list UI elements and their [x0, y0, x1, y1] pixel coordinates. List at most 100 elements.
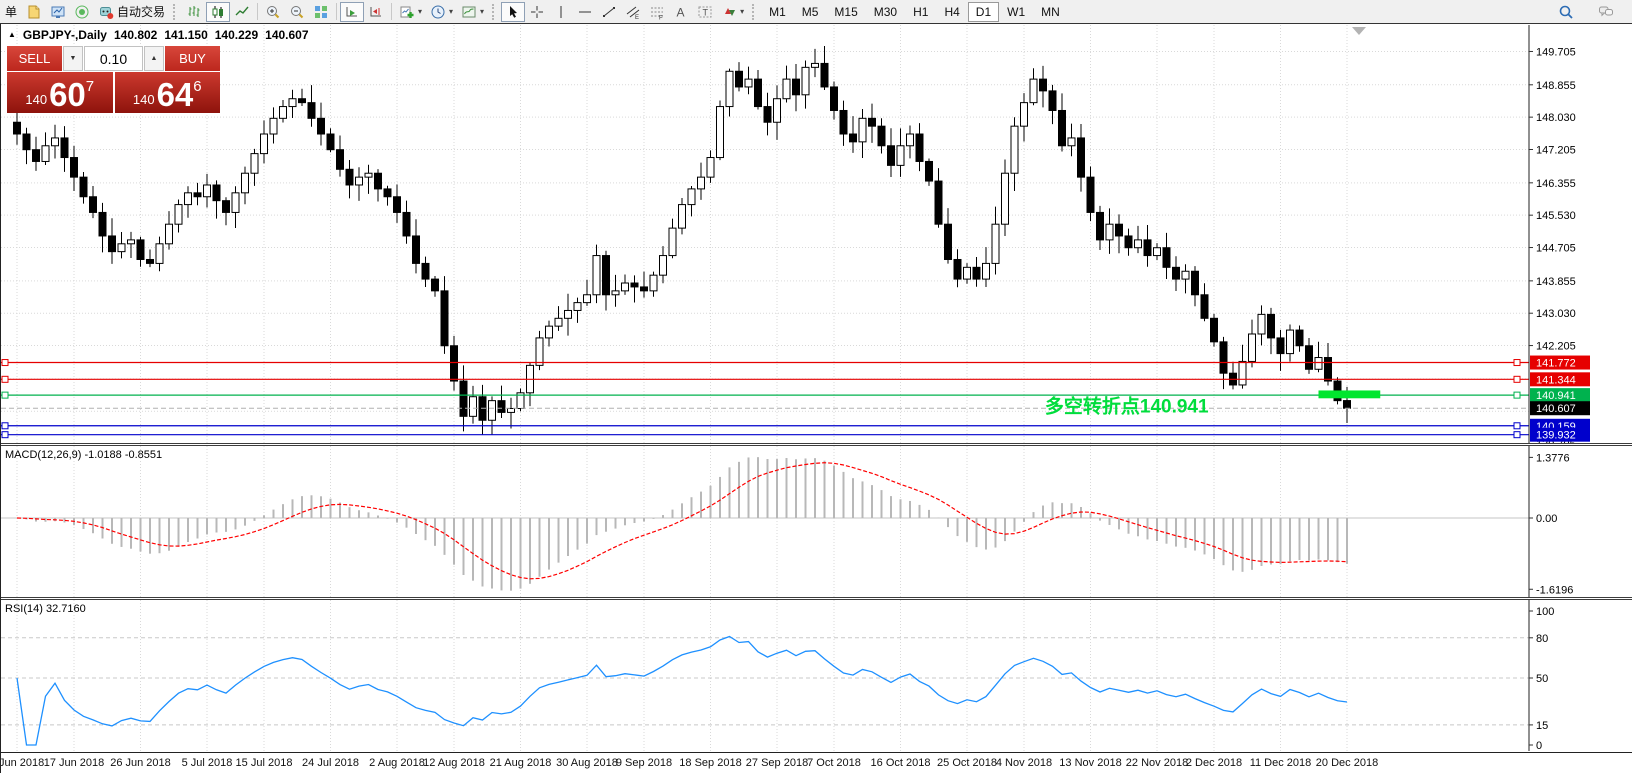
- buy-price-main: 64: [156, 76, 194, 113]
- volume-increase-button[interactable]: ▲: [144, 46, 164, 71]
- horizontal-line-141.772[interactable]: [1, 359, 1529, 367]
- rsi-axis-tick: 100: [1536, 606, 1554, 618]
- macd-chart-canvas[interactable]: 1.3776 0.00 -1.6196: [1, 446, 1632, 597]
- rsi-axis-tick: 0: [1536, 740, 1542, 751]
- crosshair-button[interactable]: [525, 2, 549, 22]
- trendline-button[interactable]: [597, 2, 621, 22]
- text-label-button[interactable]: T: [693, 2, 717, 22]
- cursor-icon: [505, 4, 521, 20]
- volume-input[interactable]: [84, 46, 143, 71]
- hline-button[interactable]: [573, 2, 597, 22]
- tf-d1-label: D1: [975, 4, 992, 19]
- date-axis-label: 27 Sep 2018: [745, 757, 809, 769]
- date-axis-label: 25 Oct 2018: [937, 757, 997, 769]
- green-highlight-bar[interactable]: [1318, 390, 1381, 399]
- rsi-label: RSI(14) 32.7160: [5, 603, 86, 615]
- dropdown-arrow-icon[interactable]: ▾: [418, 7, 423, 16]
- svg-text:F: F: [659, 15, 663, 20]
- charts-button[interactable]: [46, 2, 70, 22]
- zoom-in-icon: [265, 4, 281, 20]
- autotrading-button[interactable]: 自动交易: [94, 2, 169, 22]
- dropdown-arrow-icon[interactable]: ▾: [480, 7, 485, 16]
- horizontal-line-141.344[interactable]: [1, 375, 1529, 383]
- fibonacci-button[interactable]: F: [645, 2, 669, 22]
- zoom-out-button[interactable]: [285, 2, 309, 22]
- horizontal-line-140.941[interactable]: [1, 391, 1529, 399]
- collapse-trade-panel-icon[interactable]: ▲: [8, 29, 16, 39]
- tf-m5-label: M5: [801, 4, 819, 19]
- price-panel[interactable]: 多空转折点140.941 149.705 148.855 148.030 147.205…: [1, 25, 1632, 443]
- sell-button[interactable]: SELL: [7, 46, 62, 71]
- sell-price-main: 60: [49, 76, 86, 113]
- line-icon: [234, 4, 250, 20]
- orders-button[interactable]: 单: [0, 2, 22, 22]
- pivot-annotation[interactable]: 多空转折点140.941: [1045, 394, 1209, 417]
- search-icon: [1558, 4, 1574, 20]
- tf-mn[interactable]: MN: [1033, 2, 1068, 22]
- new-order-button[interactable]: [22, 2, 46, 22]
- rsi-line: [16, 635, 1348, 746]
- dropdown-arrow-icon[interactable]: ▾: [740, 7, 745, 16]
- signals-button[interactable]: [70, 2, 94, 22]
- horizontal-line-140.159[interactable]: [1, 422, 1529, 430]
- bars-icon: [186, 4, 202, 20]
- sell-price-big-figure: 140: [25, 92, 48, 107]
- buy-button[interactable]: BUY: [165, 46, 220, 71]
- price-axis-tick: 147.205: [1536, 144, 1576, 156]
- tile-windows-button[interactable]: [309, 2, 333, 22]
- rsi-panel[interactable]: 100 80 50 15 0 RSI(14) 32.7160: [1, 600, 1632, 751]
- date-axis-label: 17 Jun 2018: [43, 757, 105, 769]
- panel-splitter[interactable]: [1, 597, 1632, 600]
- date-axis-label: 12 Aug 2018: [423, 757, 485, 769]
- horizontal-line-139.932[interactable]: [1, 431, 1529, 439]
- volume-decrease-button[interactable]: ▼: [63, 46, 83, 71]
- line-chart-button[interactable]: [230, 2, 254, 22]
- tf-m15[interactable]: M15: [826, 2, 865, 22]
- signals-icon: [74, 4, 90, 20]
- price-axis-tick: 146.355: [1536, 178, 1576, 190]
- chart-shift-button[interactable]: [364, 2, 388, 22]
- equidistant-channel-button[interactable]: E: [621, 2, 645, 22]
- date-axis-label: 7 Jun 2018: [1, 757, 45, 769]
- periods-button[interactable]: ▾: [426, 2, 457, 22]
- candlestick-button[interactable]: [206, 1, 231, 22]
- tf-d1[interactable]: D1: [967, 1, 1000, 22]
- rsi-chart-canvas[interactable]: 100 80 50 15 0: [1, 600, 1632, 751]
- macd-label: MACD(12,26,9) -1.0188 -0.8551: [5, 449, 163, 461]
- panel-splitter[interactable]: [1, 443, 1632, 446]
- tf-m30-label: M30: [873, 4, 898, 19]
- indicators-button[interactable]: ▾: [395, 2, 426, 22]
- tf-m5[interactable]: M5: [794, 2, 827, 22]
- bar-chart-button[interactable]: [182, 2, 206, 22]
- zoom-in-button[interactable]: [261, 2, 285, 22]
- macd-panel[interactable]: 1.3776 0.00 -1.6196 MACD(12,26,9) -1.0188 …: [1, 446, 1632, 597]
- chart-window[interactable]: 多空转折点140.941 149.705 148.855 148.030 147.205…: [0, 24, 1632, 773]
- dropdown-arrow-icon[interactable]: ▾: [449, 7, 454, 16]
- date-axis-label: 5 Jul 2018: [181, 757, 233, 769]
- arrows-button[interactable]: ▾: [717, 2, 748, 22]
- date-axis-label: 2 Dec 2018: [1185, 757, 1243, 769]
- autotrading-icon: [98, 4, 114, 20]
- tf-m1[interactable]: M1: [761, 2, 794, 22]
- chart-shift-marker-icon[interactable]: [1352, 27, 1366, 35]
- sell-price[interactable]: 140 60 7: [7, 72, 113, 113]
- cursor-button[interactable]: [501, 1, 526, 22]
- vline-button[interactable]: [549, 2, 573, 22]
- text-button[interactable]: A: [669, 2, 693, 22]
- tf-h4[interactable]: H4: [936, 2, 967, 22]
- macd-axis-tick: -1.6196: [1536, 584, 1573, 596]
- templates-button[interactable]: ▾: [457, 2, 488, 22]
- auto-scroll-button[interactable]: [340, 1, 365, 22]
- tf-h1[interactable]: H1: [905, 2, 936, 22]
- buy-price[interactable]: 140 64 6: [114, 72, 220, 113]
- tf-w1[interactable]: W1: [999, 2, 1033, 22]
- chat-button[interactable]: [1594, 2, 1618, 22]
- indicators-icon: [399, 4, 415, 20]
- tf-h4-label: H4: [944, 4, 960, 19]
- search-button[interactable]: [1554, 2, 1578, 22]
- macd-signal-line: [16, 462, 1348, 580]
- price-chart-canvas[interactable]: 多空转折点140.941 149.705 148.855 148.030 147.205…: [1, 25, 1632, 443]
- tf-m30[interactable]: M30: [866, 2, 905, 22]
